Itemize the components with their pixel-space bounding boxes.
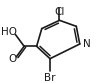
- Text: Cl: Cl: [54, 7, 65, 17]
- Text: O: O: [8, 54, 16, 64]
- Text: N: N: [83, 39, 91, 49]
- Text: HO: HO: [1, 27, 17, 37]
- Text: Br: Br: [44, 73, 56, 83]
